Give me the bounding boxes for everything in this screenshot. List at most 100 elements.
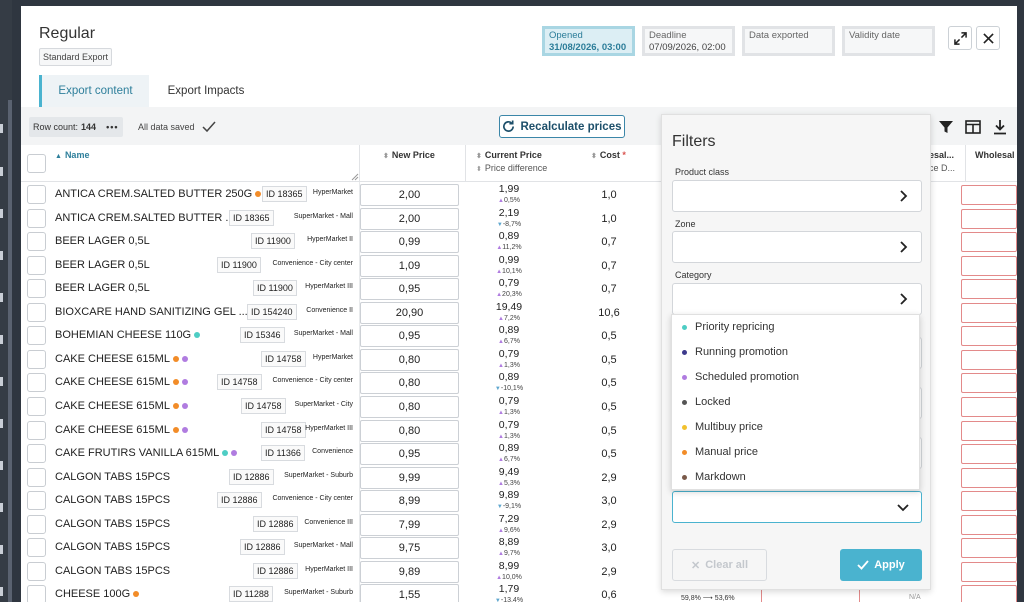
- wholesale-input[interactable]: [961, 420, 1017, 441]
- new-price-input[interactable]: 2,00: [360, 184, 459, 206]
- row-checkbox[interactable]: [27, 444, 46, 464]
- wholesale-input[interactable]: [961, 491, 1017, 512]
- wholesale-input[interactable]: [961, 396, 1017, 417]
- column-header-new-price[interactable]: ⬍ New Price: [383, 150, 435, 160]
- row-checkbox[interactable]: [27, 208, 46, 228]
- wholesale-input[interactable]: [961, 585, 1017, 602]
- wholesale-input[interactable]: [961, 349, 1017, 370]
- row-checkbox[interactable]: [27, 279, 46, 299]
- new-price-input[interactable]: 1,55: [360, 584, 459, 602]
- table-row[interactable]: CALGON TABS 15PCS ID 12886 SuperMarket - S…: [21, 466, 1017, 490]
- row-checkbox[interactable]: [27, 373, 46, 393]
- dropdown-option-running-promotion[interactable]: Running promotion: [682, 346, 788, 358]
- zone-select[interactable]: [672, 231, 922, 263]
- more-options-button[interactable]: •••: [106, 122, 119, 132]
- wholesale-input[interactable]: [961, 232, 1017, 253]
- column-header-wholesale-cut[interactable]: esal... ce D...: [929, 150, 955, 173]
- row-checkbox[interactable]: [27, 514, 46, 534]
- wholesale-input[interactable]: [961, 467, 1017, 488]
- recalculate-prices-button[interactable]: Recalculate prices: [499, 115, 625, 138]
- row-checkbox[interactable]: [27, 585, 46, 602]
- table-row[interactable]: CALGON TABS 15PCS ID 12886 HyperMarket III…: [21, 560, 1017, 584]
- columns-icon[interactable]: [965, 119, 981, 135]
- new-price-input[interactable]: 0,80: [360, 348, 459, 371]
- new-price-input[interactable]: 0,80: [360, 419, 459, 442]
- new-price-input[interactable]: 8,99: [360, 490, 459, 513]
- sidebar-scrollbar[interactable]: [8, 100, 12, 602]
- new-price-input[interactable]: 0,95: [360, 278, 459, 301]
- dropdown-option-scheduled-promotion[interactable]: Scheduled promotion: [682, 371, 799, 383]
- row-checkbox[interactable]: [27, 491, 46, 511]
- new-price-input[interactable]: 9,75: [360, 537, 459, 560]
- category-select[interactable]: [672, 283, 922, 315]
- table-row[interactable]: BEER LAGER 0,5L ID 11900 HyperMarket III 0,…: [21, 277, 1017, 301]
- wholesale-input[interactable]: [961, 373, 1017, 394]
- download-icon[interactable]: [992, 119, 1008, 135]
- expand-button[interactable]: [948, 26, 972, 50]
- table-row[interactable]: CAKE CHEESE 615ML ID 14758 Convenience - C…: [21, 371, 1017, 395]
- row-checkbox[interactable]: [27, 538, 46, 558]
- table-row[interactable]: CAKE CHEESE 615ML ID 14758 HyperMarket 0,80…: [21, 348, 1017, 372]
- new-price-input[interactable]: 1,09: [360, 254, 459, 277]
- table-row[interactable]: CALGON TABS 15PCS ID 12886 SuperMarket - M…: [21, 536, 1017, 560]
- wholesale-input[interactable]: [961, 326, 1017, 347]
- new-price-input[interactable]: 0,80: [360, 395, 459, 418]
- new-price-input[interactable]: 0,95: [360, 443, 459, 466]
- row-checkbox[interactable]: [27, 561, 46, 581]
- new-price-input[interactable]: 0,99: [360, 231, 459, 254]
- wholesale-input[interactable]: [961, 279, 1017, 300]
- resize-handle-icon[interactable]: [351, 173, 359, 181]
- new-price-input[interactable]: 2,00: [360, 207, 459, 230]
- product-class-select[interactable]: [672, 180, 922, 212]
- tab-export-content[interactable]: Export content: [39, 75, 149, 107]
- dropdown-option-priority-repricing[interactable]: Priority repricing: [682, 321, 774, 333]
- filter-icon[interactable]: [938, 119, 954, 135]
- table-row[interactable]: CALGON TABS 15PCS ID 12886 Convenience III…: [21, 513, 1017, 537]
- row-checkbox[interactable]: [27, 255, 46, 275]
- table-row[interactable]: BIOXCARE HAND SANITIZING GEL ... ID 15424…: [21, 301, 1017, 325]
- column-header-cost[interactable]: ⬍ Cost *: [591, 150, 626, 160]
- wholesale-input[interactable]: [961, 444, 1017, 465]
- row-checkbox[interactable]: [27, 302, 46, 322]
- new-price-input[interactable]: 0,80: [360, 372, 459, 395]
- close-button[interactable]: [976, 26, 1000, 50]
- wholesale-input[interactable]: [961, 561, 1017, 582]
- table-row[interactable]: CAKE CHEESE 615ML ID 14758 HyperMarket III…: [21, 419, 1017, 443]
- row-checkbox[interactable]: [27, 185, 46, 204]
- apply-button[interactable]: Apply: [840, 549, 922, 581]
- dropdown-option-locked[interactable]: Locked: [682, 396, 730, 408]
- wholesale-input[interactable]: [961, 185, 1017, 205]
- new-price-input[interactable]: 9,99: [360, 466, 459, 489]
- dropdown-option-markdown[interactable]: Markdown: [682, 471, 746, 483]
- table-row[interactable]: CALGON TABS 15PCS ID 12886 Convenience - C…: [21, 489, 1017, 513]
- row-checkbox[interactable]: [27, 467, 46, 487]
- column-header-name[interactable]: ▲ Name: [55, 150, 89, 160]
- table-row[interactable]: CAKE FRUTIRS VANILLA 615ML ID 11366 Conven…: [21, 442, 1017, 466]
- flags-select[interactable]: [672, 491, 922, 523]
- clear-all-button[interactable]: ✕ Clear all: [672, 549, 767, 581]
- table-row[interactable]: ANTICA CREM.SALTED BUTTER ... ID 18365 Sup…: [21, 207, 1017, 231]
- column-header-wholesale[interactable]: Wholesal: [975, 150, 1015, 160]
- wholesale-input[interactable]: [961, 255, 1017, 276]
- table-row[interactable]: BEER LAGER 0,5L ID 11900 HyperMarket II 0,9…: [21, 230, 1017, 254]
- table-row[interactable]: CHEESE 100G ID 11288 SuperMarket - Suburb 1…: [21, 583, 1017, 602]
- new-price-input[interactable]: 20,90: [360, 301, 459, 324]
- dropdown-option-manual-price[interactable]: Manual price: [682, 446, 758, 458]
- wholesale-input[interactable]: [961, 302, 1017, 323]
- wholesale-input[interactable]: [961, 208, 1017, 229]
- select-all-checkbox[interactable]: [27, 154, 46, 173]
- dropdown-option-multibuy-price[interactable]: Multibuy price: [682, 421, 763, 433]
- wholesale-input[interactable]: [961, 538, 1017, 559]
- row-checkbox[interactable]: [27, 232, 46, 252]
- new-price-input[interactable]: 0,95: [360, 325, 459, 348]
- row-checkbox[interactable]: [27, 326, 46, 346]
- new-price-input[interactable]: 9,89: [360, 560, 459, 583]
- row-checkbox[interactable]: [27, 349, 46, 369]
- column-header-current-price[interactable]: ⬍ Current Price ⬍ Price difference: [476, 150, 547, 173]
- table-row[interactable]: BOHEMIAN CHEESE 110G ID 15346 SuperMarket …: [21, 324, 1017, 348]
- table-row[interactable]: ANTICA CREM.SALTED BUTTER 250G ID 18365 Hy…: [21, 183, 1017, 207]
- tab-export-impacts[interactable]: Export Impacts: [167, 85, 245, 97]
- table-row[interactable]: BEER LAGER 0,5L ID 11900 Convenience - Cit…: [21, 254, 1017, 278]
- row-checkbox[interactable]: [27, 396, 46, 416]
- table-row[interactable]: CAKE CHEESE 615ML ID 14758 SuperMarket - C…: [21, 395, 1017, 419]
